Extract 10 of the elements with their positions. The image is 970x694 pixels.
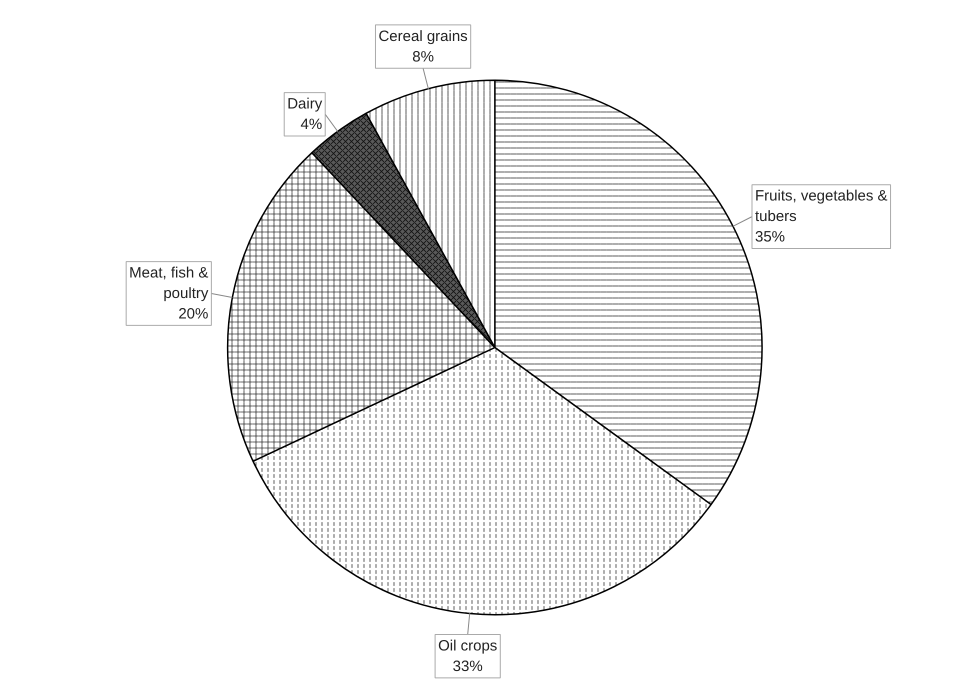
data-label: 35%: [754, 228, 786, 246]
slice-label: Meat, fish & poultry: [129, 264, 209, 302]
slice-label: Cereal grains: [378, 28, 468, 45]
slice-label: Fruits, vegetables & tubers: [754, 188, 888, 226]
data-label: 8%: [412, 48, 434, 66]
data-label: 4%: [300, 116, 322, 133]
data-label: 33%: [452, 658, 483, 675]
slice-label: Dairy: [287, 96, 323, 113]
data-label: 20%: [178, 305, 208, 322]
slice-label: Oil crops: [438, 638, 498, 654]
